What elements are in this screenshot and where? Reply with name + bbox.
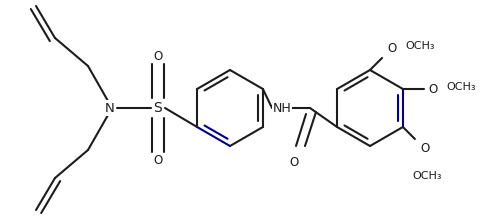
Text: O: O — [428, 83, 437, 95]
Text: S: S — [153, 101, 162, 115]
Text: N: N — [105, 102, 115, 114]
Text: OCH₃: OCH₃ — [412, 171, 442, 181]
Text: OCH₃: OCH₃ — [405, 41, 434, 51]
Text: O: O — [420, 143, 430, 156]
Text: O: O — [153, 154, 163, 167]
Text: NH: NH — [273, 102, 291, 114]
Text: OCH₃: OCH₃ — [446, 82, 475, 92]
Text: O: O — [289, 157, 299, 170]
Text: O: O — [387, 41, 396, 54]
Text: O: O — [153, 49, 163, 62]
